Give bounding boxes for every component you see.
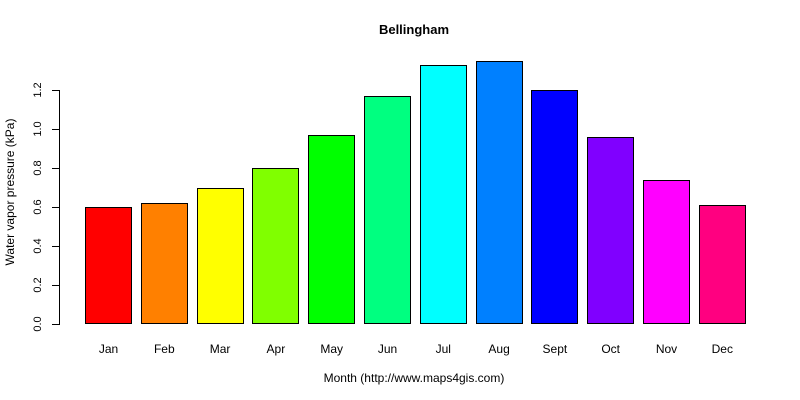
chart-title: Bellingham [378, 22, 450, 37]
x-tick-label: Dec [711, 342, 733, 356]
x-tick-label: Mar [209, 342, 231, 356]
y-tick-label: 1.0 [32, 121, 44, 137]
x-axis-label: Month (http://www.maps4gis.com) [323, 371, 505, 385]
x-tick-label: Sept [542, 342, 568, 356]
x-tick-label: May [320, 342, 344, 356]
y-tick [52, 207, 59, 208]
bar-mar [196, 187, 244, 324]
bar-jan [85, 207, 132, 324]
y-tick [52, 168, 59, 169]
bar-dec [698, 205, 746, 324]
y-axis-line [59, 90, 60, 325]
y-tick-label: 1.2 [32, 82, 44, 98]
bar-apr [252, 168, 300, 324]
y-tick-label: 0.8 [32, 160, 44, 176]
x-tick-label: Feb [153, 342, 175, 356]
y-tick-label: 0.4 [32, 238, 44, 254]
x-tick-label: Jun [377, 342, 398, 356]
bar-may [308, 134, 356, 324]
bar-aug [475, 60, 523, 324]
x-tick-label: Oct [601, 342, 621, 356]
x-tick-label: Jan [98, 342, 119, 356]
y-tick-label: 0.0 [32, 316, 44, 332]
y-axis-label: Water vapor pressure (kPa) [3, 118, 17, 266]
y-tick [52, 285, 59, 286]
x-tick-label: Aug [488, 342, 510, 356]
y-tick [52, 246, 59, 247]
bar-jul [419, 64, 467, 324]
x-tick-label: Apr [266, 342, 286, 356]
bar-oct [587, 136, 635, 324]
y-tick-label: 0.2 [32, 277, 44, 293]
y-tick [52, 129, 59, 130]
bar-nov [643, 179, 690, 324]
x-tick-label: Nov [655, 342, 678, 356]
y-tick-label: 0.6 [32, 199, 44, 215]
y-tick [52, 324, 59, 325]
bar-sept [531, 90, 579, 324]
bar-jun [364, 95, 411, 324]
bar-feb [140, 203, 188, 324]
y-tick [52, 90, 59, 91]
x-tick-label: Jul [435, 342, 451, 356]
